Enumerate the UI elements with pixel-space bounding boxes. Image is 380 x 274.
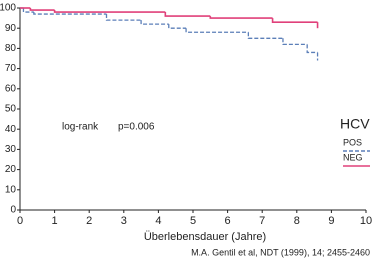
y-tick-label: 90: [5, 23, 17, 34]
y-tick-label: 0: [10, 205, 16, 216]
step-segment: [282, 38, 308, 46]
x-tick-label: 0: [17, 215, 23, 227]
x-tick-label: 4: [155, 215, 161, 227]
x-tick-label: 9: [328, 215, 334, 227]
x-tick-label: 5: [190, 215, 196, 227]
step-segment: [29, 8, 55, 11]
y-tick-label: 70: [5, 63, 17, 74]
y-tick-label: 60: [5, 83, 17, 94]
y-tick-label: 10: [5, 184, 17, 195]
legend-label: NEG: [343, 152, 363, 162]
x-tick-label: 8: [294, 215, 300, 227]
y-tick-label: 100: [0, 3, 16, 14]
step-segment: [140, 20, 169, 25]
y-tick-label: 80: [5, 43, 17, 54]
y-tick-label: 20: [5, 164, 17, 175]
legend-label: POS: [343, 137, 362, 147]
step-segment: [33, 12, 107, 15]
x-tick-label: 1: [52, 215, 58, 227]
step-segment: [209, 16, 273, 19]
step-segment: [306, 44, 318, 54]
x-tick-label: 2: [86, 215, 92, 227]
x-tick-label: 6: [225, 215, 231, 227]
step-segment: [247, 32, 283, 39]
step-segment: [53, 10, 166, 13]
y-tick-label: 30: [5, 144, 17, 155]
step-segment: [185, 28, 249, 33]
source-note: M.A. Gentil et al, NDT (1999), 14; 2455-…: [191, 247, 370, 257]
annotation: log-rank: [62, 122, 99, 133]
step-segment: [168, 24, 187, 29]
step-segment: [105, 14, 142, 21]
x-tick-label: 10: [360, 215, 372, 227]
step-segment: [271, 18, 318, 23]
x-tick-label: 3: [121, 215, 127, 227]
step-segment: [22, 8, 34, 13]
x-axis-label: Überlebensdauer (Jahre): [144, 231, 266, 243]
annotation: p=0.006: [118, 122, 155, 133]
legend-title: HCV: [340, 116, 370, 132]
x-tick-label: 7: [259, 215, 265, 227]
y-tick-label: 50: [5, 104, 17, 115]
step-segment: [164, 12, 211, 17]
y-tick-label: 40: [5, 124, 17, 135]
